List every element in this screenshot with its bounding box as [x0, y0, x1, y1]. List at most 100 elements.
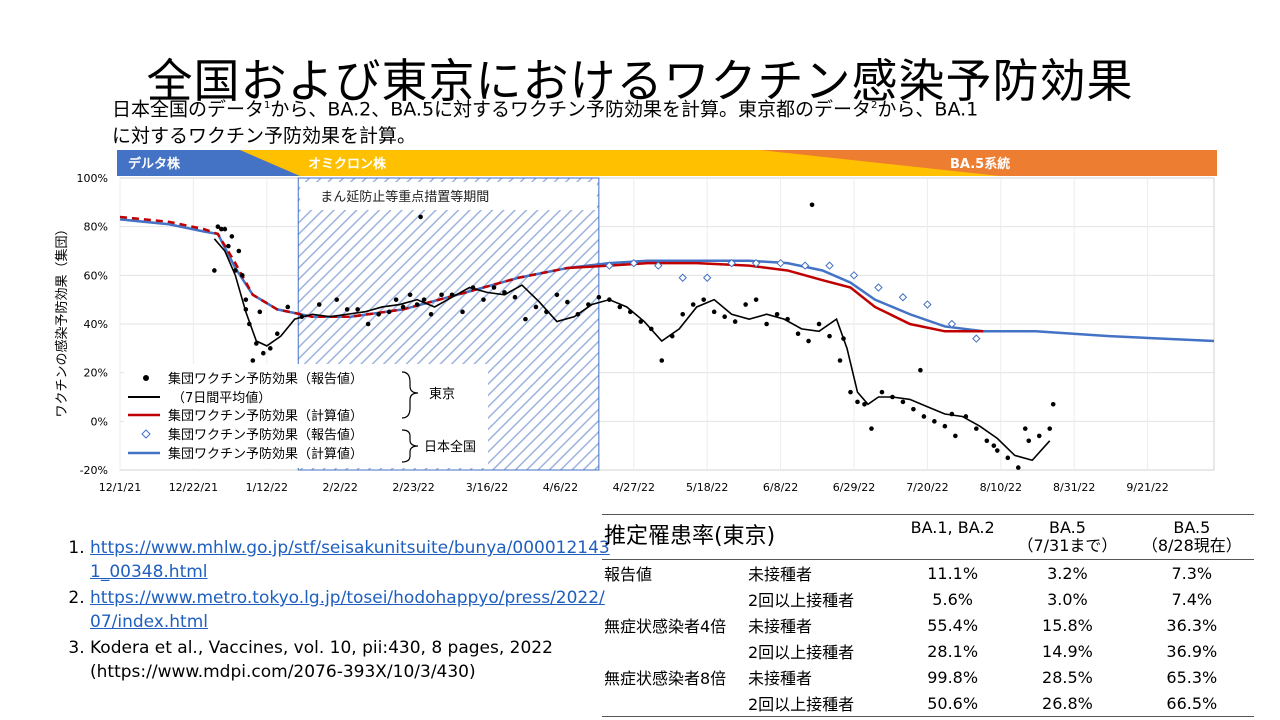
data-point-tokyo-reported — [795, 331, 801, 337]
reference-list: https://www.mhlw.go.jp/stf/seisakunitsui… — [62, 536, 615, 686]
data-point-tokyo-reported — [285, 304, 291, 310]
data-point-tokyo-reported — [470, 285, 476, 290]
data-point-tokyo-reported — [837, 358, 843, 363]
data-point-tokyo-reported — [607, 297, 612, 302]
data-point-tokyo-reported — [862, 402, 867, 407]
x-tick-label: 5/18/22 — [686, 481, 728, 494]
data-point-tokyo-reported — [355, 307, 360, 312]
data-point-tokyo-reported — [918, 367, 923, 373]
data-point-tokyo-reported — [334, 297, 340, 302]
reference-link-2[interactable]: https://www.metro.tokyo.lg.jp/tosei/hodo… — [90, 588, 605, 632]
table-cell-category: 無症状感染者4倍 — [604, 617, 727, 636]
x-tick-label: 9/21/22 — [1126, 481, 1168, 494]
x-tick-label: 6/8/22 — [763, 481, 798, 494]
data-point-national-reported — [727, 258, 736, 268]
variant-label-omicron: オミクロン株 — [308, 156, 387, 172]
legend-group-tokyo: 東京 — [429, 386, 455, 402]
data-point-tokyo-reported — [953, 433, 958, 439]
data-point-national-reported — [800, 261, 810, 270]
data-point-tokyo-reported — [743, 302, 748, 307]
table-row: 報告値 未接種者 11.1% 3.2% 7.3% — [602, 560, 1254, 587]
data-point-tokyo-reported — [648, 326, 654, 332]
data-point-tokyo-reported — [1022, 426, 1028, 431]
data-point-tokyo-reported — [628, 309, 633, 315]
variant-label-ba5: BA.5系統 — [950, 156, 1010, 172]
y-tick-label: -20% — [80, 464, 108, 477]
subtitle-text-1c: から、BA.1 — [877, 98, 979, 121]
data-point-national-reported — [923, 300, 932, 309]
data-point-tokyo-reported — [523, 316, 528, 322]
data-point-tokyo-reported — [680, 311, 686, 317]
infection-rate-table: 推定罹患率(東京) BA.1, BA.2 BA.5 （7/31まで） BA.5 （8… — [602, 514, 1254, 717]
data-point-tokyo-reported — [575, 311, 581, 317]
table-cell-group: 2回以上接種者 — [748, 591, 855, 610]
data-point-national-reported — [874, 283, 883, 292]
brace-national — [401, 429, 419, 463]
series-line-tokyo-calculated-dashed — [119, 215, 568, 318]
data-point-tokyo-reported — [690, 302, 696, 307]
data-point-tokyo-reported — [900, 399, 906, 405]
data-point-national-reported — [629, 258, 639, 268]
legend-marker-dot — [143, 375, 149, 381]
table-cell-value: 5.6% — [932, 589, 973, 609]
y-tick-label: 40% — [84, 318, 108, 331]
data-point-tokyo-reported — [785, 316, 790, 322]
data-point-tokyo-reported — [247, 321, 252, 327]
table-row: 無症状感染者8倍 未接種者 99.8% 28.5% 65.3% — [602, 664, 1254, 690]
data-point-national-reported — [605, 261, 614, 270]
x-tick-label: 1/12/22 — [246, 481, 288, 494]
period-label: まん延防止等重点措置等期間 — [320, 189, 489, 205]
data-point-tokyo-reported — [638, 319, 644, 324]
table-row: 2回以上接種者 5.6% 3.0% 7.4% — [602, 586, 1254, 612]
data-point-tokyo-reported — [460, 309, 465, 315]
data-point-tokyo-reported — [732, 319, 738, 324]
reference-text-3: Kodera et al., Vaccines, vol. 10, pii:43… — [90, 638, 553, 682]
data-point-tokyo-reported — [1026, 438, 1032, 444]
data-point-tokyo-reported — [586, 302, 591, 307]
data-point-tokyo-reported — [932, 419, 937, 424]
x-tick-label: 12/22/21 — [169, 481, 218, 494]
data-point-national-reported — [751, 258, 761, 268]
data-point-tokyo-reported — [344, 307, 350, 312]
x-tick-label: 12/1/21 — [99, 481, 141, 494]
data-point-tokyo-reported — [212, 268, 217, 273]
data-point-tokyo-reported — [267, 346, 273, 351]
data-point-tokyo-reported — [565, 299, 570, 305]
legend-label-tokyo-calculated: 集団ワクチン予防効果（計算値） — [168, 408, 363, 424]
data-point-tokyo-reported — [774, 311, 780, 317]
table-cell-group: 2回以上接種者 — [748, 643, 855, 662]
series-line-tokyo-calculated — [567, 261, 984, 333]
data-point-national-reported — [702, 273, 712, 282]
data-point-tokyo-reported — [848, 389, 853, 395]
data-point-tokyo-reported — [617, 304, 623, 310]
data-point-tokyo-reported — [481, 297, 486, 302]
table-cell-value: 14.9% — [1042, 641, 1093, 661]
data-point-national-reported — [972, 334, 981, 343]
x-tick-label: 6/29/22 — [833, 481, 875, 494]
subtitle-text-1b: から、BA.2、BA.5に対するワクチン予防効果を計算。東京都のデータ — [270, 98, 872, 121]
data-point-national-reported — [947, 319, 957, 329]
data-point-tokyo-reported — [554, 292, 560, 298]
table-cell-category: 報告値 — [604, 565, 653, 584]
reference-link-1[interactable]: https://www.mhlw.go.jp/stf/seisakunitsui… — [90, 538, 610, 582]
x-tick-label: 4/27/22 — [613, 481, 655, 494]
data-point-tokyo-reported — [233, 268, 238, 273]
data-point-tokyo-reported — [942, 423, 948, 429]
table-cell-value: 65.3% — [1166, 667, 1218, 687]
subtitle: 日本全国のデータ1から、BA.2、BA.5に対するワクチン予防効果を計算。東京都… — [112, 92, 1112, 150]
data-point-tokyo-reported — [816, 321, 822, 327]
page-title: 全国および東京におけるワクチン感染予防効果 — [146, 53, 1134, 108]
table-header-row: 推定罹患率(東京) BA.1, BA.2 BA.5 （7/31まで） BA.5 （8… — [602, 514, 1254, 560]
data-point-tokyo-reported — [236, 248, 242, 254]
data-point-tokyo-reported — [841, 336, 846, 341]
data-point-tokyo-reported — [240, 273, 245, 278]
data-point-tokyo-reported — [1050, 402, 1056, 407]
data-point-tokyo-reported — [491, 285, 497, 290]
table-cell-value: 3.0% — [1047, 589, 1088, 609]
y-axis-label: ワクチンの感染予防効果（集団） — [54, 222, 70, 417]
table-cell-group: 未接種者 — [748, 617, 813, 636]
table-cell-value: 26.8% — [1005, 690, 1130, 717]
x-tick-label: 2/23/22 — [392, 481, 434, 494]
delta-band — [117, 150, 300, 176]
table-row: 2回以上接種者 28.1% 14.9% 36.9% — [602, 638, 1254, 664]
